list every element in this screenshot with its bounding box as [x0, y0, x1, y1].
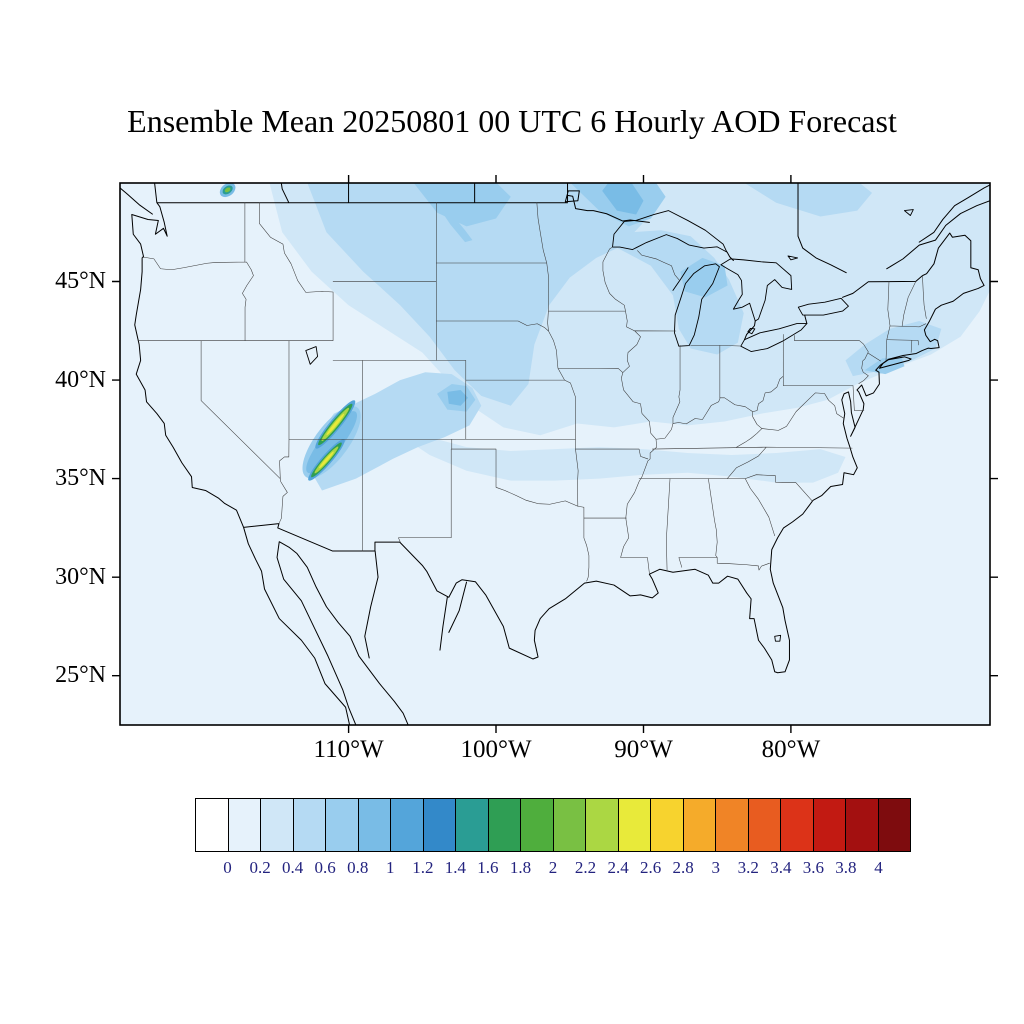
- smoke-plume-south: [308, 439, 345, 481]
- aod-fill-level5: [447, 183, 644, 406]
- colorbar-tick-label: 4: [874, 858, 883, 877]
- colorbar-tick-label: 2.6: [640, 858, 662, 877]
- hot-spot-north-edge: [219, 183, 236, 198]
- colorbar-cell: [488, 799, 521, 851]
- colorbar-labels: 0 0.2 0.4 0.6 0.8 1 1.2 1.4 1.6 1.8 2 2.2 2.4 2.6 2.8 3…: [195, 858, 911, 880]
- colorbar-cell: [781, 799, 814, 851]
- colorbar-tick-label: 0: [223, 858, 232, 877]
- colorbar-tick-label: 3.4: [770, 858, 792, 877]
- colorbar-cell: [261, 799, 294, 851]
- lon-tick-label-80w: 80°W: [761, 736, 821, 763]
- lat-tick-label-45n: 45°N: [55, 268, 106, 294]
- lat-tick-label-40n: 40°N: [55, 367, 106, 393]
- colorbar-cell: [423, 799, 456, 851]
- colorbar-cell: [553, 799, 586, 851]
- axis-ticks: [112, 175, 998, 733]
- state-borders: [139, 203, 926, 581]
- colorbar-cell: [813, 799, 846, 851]
- colorbar-tick-label: 3.8: [835, 858, 857, 877]
- colorbar-tick-label: 2.2: [574, 858, 597, 877]
- plot-title: Ensemble Mean 20250801 00 UTC 6 Hourly A…: [127, 103, 897, 139]
- colorbar-cell: [358, 799, 391, 851]
- colorbar-tick-label: 3.2: [737, 858, 759, 877]
- lat-tick-label-35n: 35°N: [55, 465, 106, 491]
- colorbar-tick-label: 1.4: [444, 858, 466, 877]
- coastlines: [120, 177, 990, 727]
- lon-tick-label-110w: 110°W: [313, 736, 384, 763]
- colorbar-cell: [618, 799, 651, 851]
- colorbar-cell: [878, 799, 910, 851]
- lon-tick-label-100w: 100°W: [460, 736, 532, 763]
- plume-envelope: [302, 406, 361, 479]
- colorbar-cell: [228, 799, 261, 851]
- colorbar-cell: [651, 799, 684, 851]
- colorbar-tick-label: 2: [548, 858, 558, 877]
- colorbar-tick-label: 2.8: [672, 858, 694, 877]
- colorbar-cell: [521, 799, 554, 851]
- colorbar-cell: [456, 799, 489, 851]
- colorbar-tick-label: 2.4: [607, 858, 629, 877]
- colorbar-cell: [293, 799, 326, 851]
- colorbar-cell: [196, 799, 229, 851]
- colorbar-tick-label: 3.6: [802, 858, 824, 877]
- map-frame: [119, 182, 991, 726]
- aod-fill-level3: [307, 183, 942, 491]
- colorbar-tick-label: 1: [386, 858, 395, 877]
- colorbar-tick-label: 1.8: [509, 858, 532, 877]
- colorbar-tick-label: 0.2: [249, 858, 271, 877]
- colorbar-cells: [195, 798, 911, 852]
- lakes: [306, 210, 914, 642]
- colorbar-cell: [716, 799, 749, 851]
- colorbar-cell: [326, 799, 359, 851]
- colorbar-tick-label: 0.6: [314, 858, 336, 877]
- map-interior: [120, 177, 990, 727]
- colorbar-cell: [586, 799, 619, 851]
- colorbar-tick-label: 0.4: [282, 858, 304, 877]
- smoke-plume-north: [315, 400, 356, 449]
- lat-tick-label-25n: 25°N: [55, 662, 106, 688]
- lon-tick-label-90w: 90°W: [614, 736, 673, 763]
- aod-forecast-map: [112, 175, 998, 733]
- colorbar-cell: [391, 799, 424, 851]
- colorbar-cell: [748, 799, 781, 851]
- colorbar-tick-label: 0.8: [347, 858, 369, 877]
- colorbar-tick-label: 3: [711, 858, 720, 877]
- colorbar-cell: [683, 799, 716, 851]
- colorbar: [195, 798, 911, 852]
- colorbar-tick-label: 1.6: [477, 858, 499, 877]
- colorbar-cell: [846, 799, 879, 851]
- lat-tick-label-30n: 30°N: [55, 564, 106, 590]
- colorbar-tick-label: 1.2: [412, 858, 434, 877]
